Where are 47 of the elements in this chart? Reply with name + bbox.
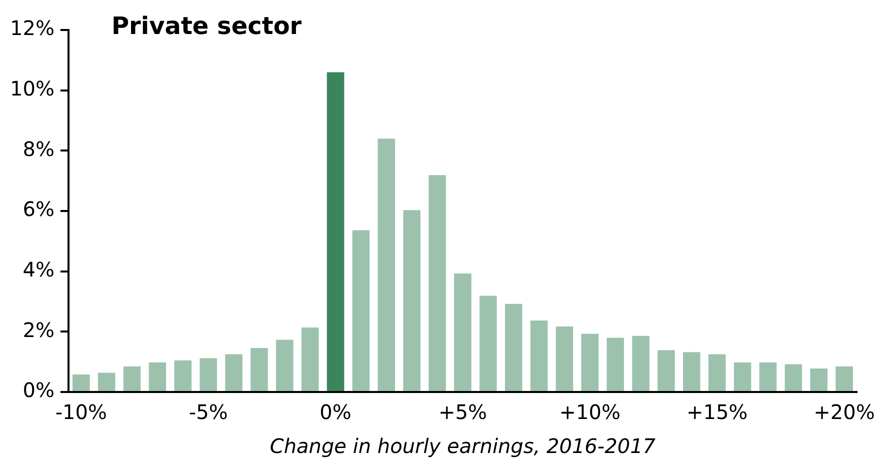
bar (530, 320, 548, 391)
bar (352, 230, 370, 391)
bar (581, 334, 599, 391)
y-tick-label: 10% (10, 76, 54, 101)
bar (836, 366, 853, 391)
y-tick-label: 2% (22, 318, 54, 342)
bar (480, 296, 497, 391)
x-tick-label: +10% (559, 400, 621, 424)
bar (683, 352, 700, 391)
x-tick-label: +5% (438, 400, 487, 424)
bar (72, 374, 90, 391)
x-tick-label: +20% (814, 400, 875, 424)
y-tick-label: 4% (22, 258, 54, 282)
y-tick-label: 12% (10, 16, 54, 40)
bar (98, 372, 116, 391)
y-tick-label: 6% (22, 197, 54, 222)
bar (123, 366, 141, 391)
bar (200, 358, 217, 391)
bar (708, 354, 726, 391)
bar (454, 273, 472, 391)
x-tick-label: 0% (320, 400, 352, 424)
bar (428, 175, 446, 391)
bar (606, 338, 624, 391)
bar (148, 362, 166, 391)
bar (378, 138, 396, 391)
bar (784, 364, 802, 391)
bar (276, 340, 294, 391)
bar (658, 350, 675, 391)
bar (504, 304, 522, 391)
bar (250, 348, 268, 391)
x-tick-label: -5% (188, 400, 228, 424)
bar (556, 326, 574, 391)
bar (326, 72, 344, 391)
bar (174, 360, 192, 391)
y-tick-label: 0% (22, 378, 54, 402)
bar (225, 354, 242, 391)
bar (403, 210, 420, 391)
x-axis-title: Change in hourly earnings, 2016-2017 (270, 434, 656, 458)
chart-title: Private sector (111, 12, 302, 40)
bar (810, 368, 828, 391)
y-tick-label: 8% (22, 136, 54, 161)
x-tick-label: -10% (55, 400, 108, 424)
bar (301, 327, 319, 391)
x-tick-label: +15% (686, 400, 748, 424)
bar (759, 362, 777, 391)
bar (632, 336, 650, 391)
bar (734, 362, 752, 391)
